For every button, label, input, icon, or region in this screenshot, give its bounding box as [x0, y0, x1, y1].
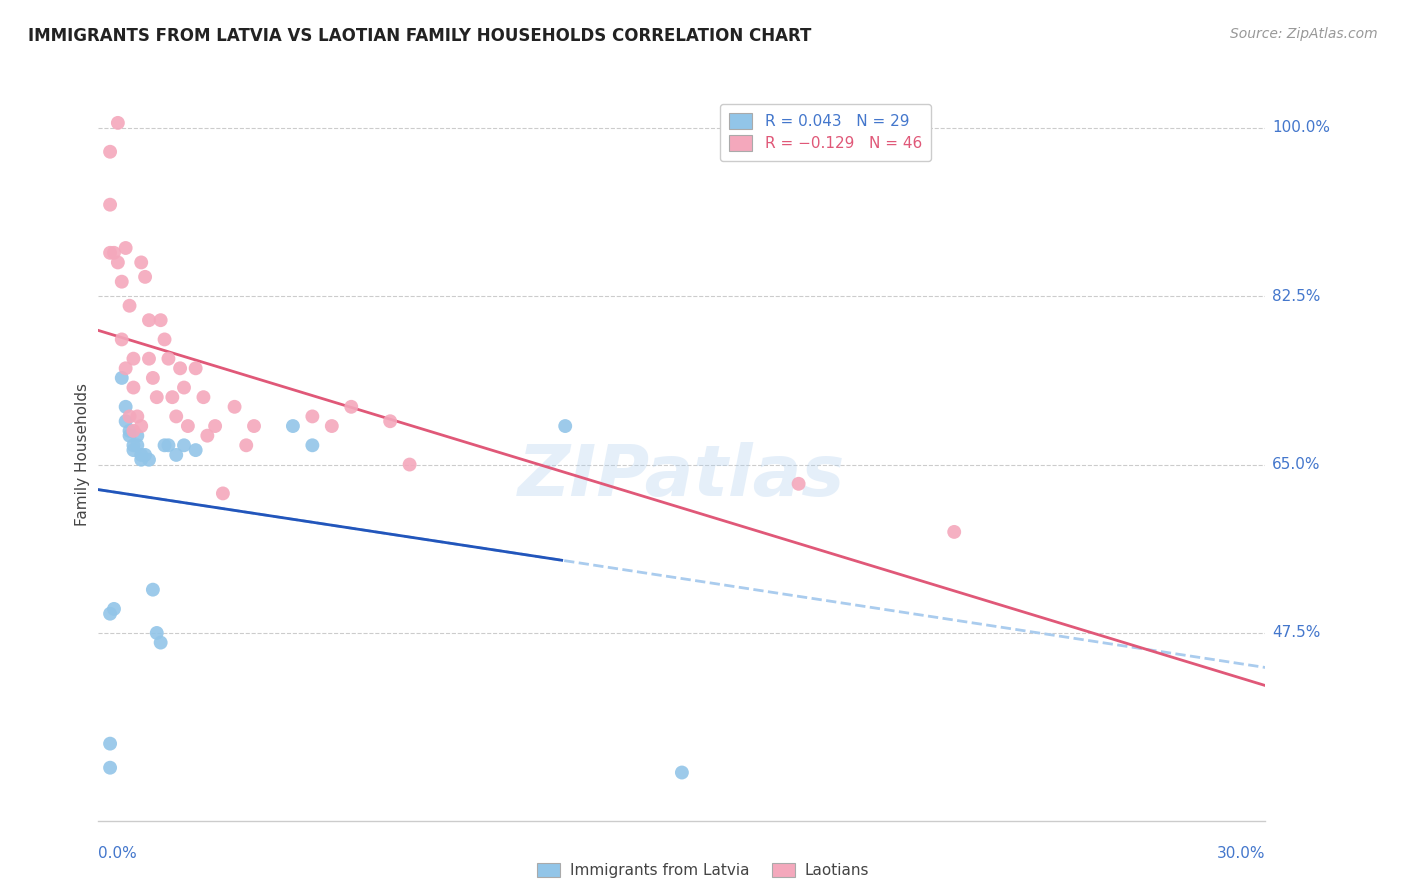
Point	[138, 452, 160, 467]
Point	[142, 582, 165, 597]
Point	[149, 635, 172, 649]
Point	[127, 428, 149, 442]
Text: 47.5%: 47.5%	[1272, 625, 1320, 640]
Legend: Immigrants from Latvia, Laotians: Immigrants from Latvia, Laotians	[531, 857, 875, 884]
Point	[204, 419, 226, 434]
Point	[177, 419, 200, 434]
Point	[129, 448, 152, 462]
Point	[98, 607, 121, 621]
Point	[321, 419, 343, 434]
Point	[173, 380, 195, 394]
Point	[138, 313, 160, 327]
Point	[114, 414, 136, 428]
Point	[111, 333, 134, 347]
Point	[122, 351, 145, 366]
Text: Source: ZipAtlas.com: Source: ZipAtlas.com	[1230, 27, 1378, 41]
Point	[129, 419, 152, 434]
Text: 0.0%: 0.0%	[98, 846, 138, 861]
Point	[98, 245, 121, 260]
Point	[193, 390, 215, 404]
Text: 65.0%: 65.0%	[1272, 457, 1320, 472]
Point	[107, 116, 129, 130]
Point	[165, 448, 187, 462]
Point	[169, 361, 191, 376]
Point	[98, 197, 121, 211]
Point	[281, 419, 304, 434]
Point	[157, 351, 180, 366]
Point	[146, 390, 169, 404]
Point	[212, 486, 235, 500]
Point	[173, 438, 195, 452]
Point	[118, 428, 141, 442]
Point	[787, 476, 810, 491]
Point	[380, 414, 402, 428]
Point	[184, 361, 207, 376]
Point	[118, 409, 141, 424]
Point	[98, 145, 121, 159]
Point	[165, 409, 187, 424]
Text: 100.0%: 100.0%	[1272, 120, 1330, 136]
Point	[235, 438, 257, 452]
Point	[146, 626, 169, 640]
Point	[157, 438, 180, 452]
Point	[243, 419, 266, 434]
Point	[138, 351, 160, 366]
Text: ZIPatlas: ZIPatlas	[519, 442, 845, 511]
Point	[301, 438, 323, 452]
Point	[98, 737, 121, 751]
Point	[153, 333, 176, 347]
Text: IMMIGRANTS FROM LATVIA VS LAOTIAN FAMILY HOUSEHOLDS CORRELATION CHART: IMMIGRANTS FROM LATVIA VS LAOTIAN FAMILY…	[28, 27, 811, 45]
Y-axis label: Family Households: Family Households	[75, 384, 90, 526]
Point	[114, 400, 136, 414]
Point	[301, 409, 323, 424]
Point	[149, 313, 172, 327]
Point	[134, 269, 156, 284]
Point	[943, 524, 966, 539]
Point	[114, 241, 136, 255]
Text: 30.0%: 30.0%	[1218, 846, 1265, 861]
Text: 82.5%: 82.5%	[1272, 289, 1320, 303]
Point	[142, 371, 165, 385]
Point	[122, 443, 145, 458]
Point	[111, 275, 134, 289]
Point	[122, 424, 145, 438]
Point	[111, 371, 134, 385]
Point	[122, 380, 145, 394]
Point	[129, 255, 152, 269]
Point	[114, 361, 136, 376]
Point	[195, 428, 218, 442]
Point	[103, 602, 125, 616]
Point	[122, 438, 145, 452]
Point	[107, 255, 129, 269]
Point	[118, 424, 141, 438]
Point	[127, 438, 149, 452]
Point	[340, 400, 363, 414]
Point	[129, 452, 152, 467]
Point	[398, 458, 420, 472]
Point	[153, 438, 176, 452]
Point	[127, 409, 149, 424]
Point	[184, 443, 207, 458]
Point	[118, 299, 141, 313]
Point	[554, 419, 576, 434]
Legend: R = 0.043   N = 29, R = −0.129   N = 46: R = 0.043 N = 29, R = −0.129 N = 46	[720, 104, 931, 161]
Point	[103, 245, 125, 260]
Point	[98, 761, 121, 775]
Point	[224, 400, 246, 414]
Point	[134, 448, 156, 462]
Point	[162, 390, 184, 404]
Point	[671, 765, 693, 780]
